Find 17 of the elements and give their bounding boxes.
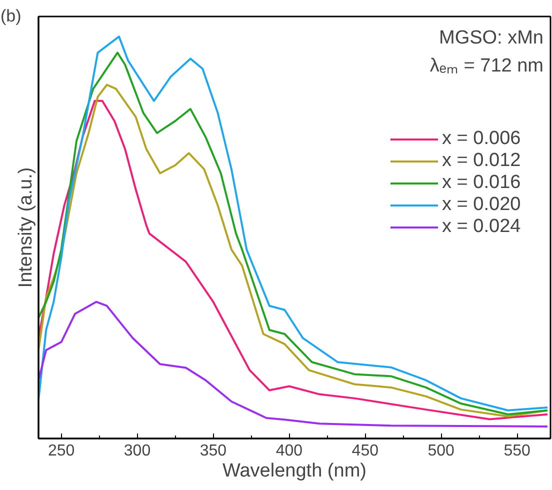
annotation: λₑₘ = 712 nm <box>430 56 544 76</box>
x-tick-label: 350 <box>200 442 227 460</box>
x-tick-label: 300 <box>124 442 151 460</box>
x-tick-label: 250 <box>48 442 75 460</box>
x-tick-label: 450 <box>352 442 379 460</box>
chart-title: (b) <box>0 6 22 26</box>
x-axis-title: Wavelength (nm) <box>222 460 366 482</box>
legend-label: x = 0.012 <box>442 150 521 172</box>
x-tick-label: 400 <box>276 442 303 460</box>
legend-label: x = 0.016 <box>442 172 521 194</box>
legend-label: x = 0.006 <box>442 128 521 150</box>
x-tick-label: 500 <box>428 442 455 460</box>
y-axis-title: Intensity (a.u.) <box>16 167 36 288</box>
legend-label: x = 0.020 <box>442 194 521 216</box>
legend-label: x = 0.024 <box>442 216 521 238</box>
x-tick-label: 550 <box>504 442 531 460</box>
legend-title: MGSO: xMn <box>438 28 544 48</box>
